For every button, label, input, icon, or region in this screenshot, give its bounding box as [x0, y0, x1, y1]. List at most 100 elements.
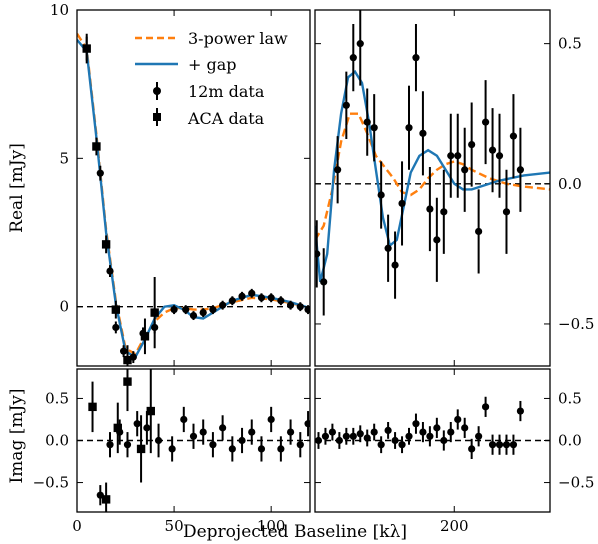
- x-tick-label: 100: [257, 517, 286, 535]
- point-12m: [106, 441, 114, 449]
- legend: 3-power law + gap 12m data ACA data: [135, 29, 288, 128]
- point-12m: [143, 424, 151, 432]
- point-12m: [123, 441, 132, 449]
- point-12m: [257, 294, 266, 302]
- point-aca: [101, 495, 111, 504]
- point-12m: [304, 420, 310, 428]
- point-aca: [113, 423, 122, 433]
- point-12m: [509, 132, 518, 140]
- y-tick-label: −0.5: [558, 474, 594, 492]
- legend-label-power-law: 3-power law: [188, 29, 288, 48]
- plot-area: [315, 396, 550, 460]
- point-12m: [440, 208, 448, 216]
- point-12m: [502, 208, 511, 216]
- point-12m: [182, 306, 190, 314]
- x-tick-label: 50: [165, 517, 184, 535]
- point-12m: [433, 424, 441, 432]
- point-12m: [199, 309, 207, 317]
- y-tick-label: 0.0: [45, 432, 69, 450]
- plot-area: [77, 33, 310, 366]
- point-12m: [321, 432, 330, 440]
- y-tick-label: −0.5: [33, 474, 69, 492]
- point-12m: [377, 191, 385, 199]
- point-12m: [189, 311, 198, 320]
- point-12m: [248, 428, 256, 436]
- point-12m: [277, 297, 285, 305]
- point-12m: [320, 278, 328, 286]
- y-tick-label: 0.5: [558, 389, 582, 407]
- point-12m: [377, 441, 385, 449]
- point-12m: [209, 441, 217, 449]
- point-12m: [363, 118, 371, 126]
- point-12m: [296, 441, 304, 449]
- point-12m: [199, 428, 207, 436]
- point-12m: [475, 227, 483, 236]
- point-12m: [447, 152, 455, 160]
- point-12m: [189, 432, 198, 440]
- point-12m: [391, 436, 399, 445]
- point-12m: [267, 415, 275, 424]
- point-12m: [433, 236, 441, 244]
- legend-label-gap: + gap: [188, 55, 237, 74]
- panel-imag_right: 200 −0.5 0.0 0.5: [314, 368, 594, 535]
- point-12m: [370, 124, 378, 132]
- point-12m: [370, 428, 378, 436]
- point-12m: [133, 420, 141, 428]
- point-12m: [426, 432, 434, 440]
- point-12m: [228, 445, 236, 453]
- y-tick-label: 0.0: [558, 432, 582, 450]
- point-12m: [304, 306, 310, 314]
- legend-marker-12m: [153, 87, 161, 95]
- axes-frame: [76, 9, 311, 367]
- y-tick-label: 5: [59, 149, 69, 167]
- point-12m: [454, 152, 462, 160]
- point-aca: [123, 377, 132, 386]
- plot-area: [77, 369, 310, 512]
- point-12m: [516, 166, 525, 174]
- point-12m: [335, 436, 343, 445]
- point-12m: [481, 403, 490, 411]
- point-12m: [154, 436, 163, 445]
- y-tick-label: −0.5: [558, 315, 594, 333]
- point-12m: [170, 306, 178, 314]
- legend-label-12m: 12m data: [188, 82, 265, 101]
- point-12m: [209, 306, 217, 314]
- point-12m: [219, 424, 227, 432]
- point-12m: [495, 441, 504, 449]
- point-12m: [468, 445, 476, 453]
- x-tick-label: 0: [72, 517, 82, 535]
- point-aca: [101, 240, 111, 249]
- legend-marker-aca: [153, 113, 161, 121]
- point-12m: [509, 441, 518, 449]
- point-12m: [461, 166, 469, 174]
- point-12m: [257, 445, 266, 453]
- point-12m: [481, 118, 490, 126]
- point-12m: [267, 294, 275, 302]
- point-12m: [412, 54, 420, 62]
- curve-gap: [315, 69, 550, 283]
- point-12m: [315, 250, 321, 258]
- point-12m: [405, 432, 413, 440]
- point-12m: [328, 428, 337, 436]
- point-aca: [88, 402, 97, 412]
- point-12m: [286, 301, 295, 309]
- point-12m: [277, 445, 285, 453]
- point-12m: [334, 166, 342, 174]
- point-12m: [447, 428, 455, 436]
- point-12m: [412, 420, 420, 428]
- axes-frame: [314, 9, 551, 367]
- y-tick-label: 0.5: [558, 35, 582, 53]
- point-12m: [219, 301, 227, 309]
- point-12m: [168, 445, 176, 453]
- point-12m: [286, 428, 295, 436]
- y-tick-label: 0: [59, 298, 69, 316]
- plot-area: [315, 10, 550, 316]
- point-12m: [248, 289, 256, 297]
- point-12m: [349, 432, 357, 440]
- point-12m: [475, 432, 483, 440]
- point-12m: [238, 436, 246, 445]
- point-12m: [398, 441, 406, 449]
- legend-label-aca: ACA data: [187, 109, 265, 128]
- point-12m: [488, 146, 497, 154]
- point-12m: [440, 436, 448, 445]
